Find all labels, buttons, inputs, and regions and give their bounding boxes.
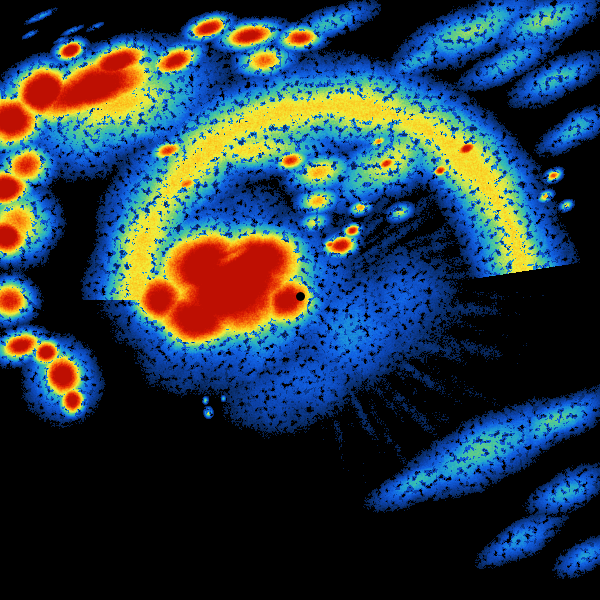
radar-image [0,0,600,600]
radar-reflectivity-canvas [0,0,600,600]
